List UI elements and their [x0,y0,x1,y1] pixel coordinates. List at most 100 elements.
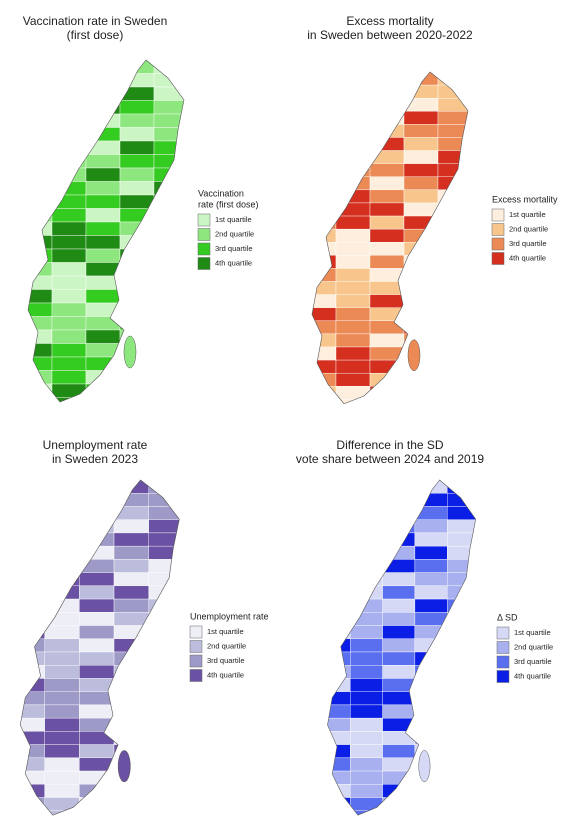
region [51,100,87,115]
region [148,744,180,759]
region [148,797,180,811]
region [382,585,416,600]
region [119,262,155,277]
region [312,72,337,86]
region [327,559,351,573]
region [447,651,476,666]
region [79,532,115,547]
region [327,704,351,719]
region [447,585,476,600]
region [85,60,121,74]
region [119,248,155,263]
region [403,294,439,308]
region [20,598,45,613]
map-title: Vaccination rate in Sweden [23,14,168,28]
legend-label: 3rd quartile [514,657,552,666]
region [28,397,53,402]
region [153,140,184,155]
region [335,84,371,99]
region [51,248,87,263]
region [369,346,405,361]
region [403,137,439,151]
region [327,598,351,613]
region [350,797,383,811]
region [113,797,149,811]
legend-swatch [496,655,510,669]
region [148,678,180,692]
region [327,691,351,706]
legend-swatch [491,252,505,265]
region [119,73,155,88]
region [28,316,53,331]
region [44,678,80,692]
region [79,678,115,692]
region [350,480,383,494]
region [327,506,351,520]
region [148,770,180,785]
region [414,665,448,679]
region [79,797,115,811]
region [382,757,416,772]
region [335,137,371,151]
region [44,651,80,666]
map-title: in Sweden 2023 [52,452,138,466]
legend-label: 4th quartile [509,253,546,262]
region [327,717,351,732]
region [403,372,439,387]
region [51,208,87,223]
region [79,480,115,494]
legend-swatch [491,208,505,222]
region [44,717,80,732]
region [20,691,45,706]
region [28,302,53,317]
region [350,744,383,759]
region [403,386,439,400]
region [28,100,53,115]
region [153,167,184,182]
region [153,397,184,402]
region [153,127,184,142]
legend-swatch [491,237,505,251]
map-regions [312,72,468,404]
region [447,704,476,719]
region [153,316,184,331]
region [369,215,405,230]
region [44,665,80,679]
region [414,625,448,639]
region [85,113,121,128]
region [437,150,468,164]
region [335,176,371,191]
region [28,208,53,223]
region [350,731,383,745]
region [382,532,416,547]
region [79,559,115,573]
region [113,585,149,600]
region [327,638,351,653]
region [153,235,184,250]
region [350,757,383,772]
region [119,167,155,182]
region [20,638,45,653]
region [153,60,184,74]
region [312,307,337,321]
region [350,625,383,639]
region [148,691,180,706]
region [113,572,149,587]
region [85,370,121,385]
region [44,506,80,520]
region [153,275,184,290]
region [414,545,448,560]
region [447,559,476,573]
map-regions [28,60,184,402]
region [369,189,405,204]
region [51,221,87,236]
region [119,235,155,250]
region [20,744,45,759]
region [382,665,416,679]
region [85,194,121,209]
region [447,519,476,534]
region [153,248,184,263]
region [327,678,351,692]
